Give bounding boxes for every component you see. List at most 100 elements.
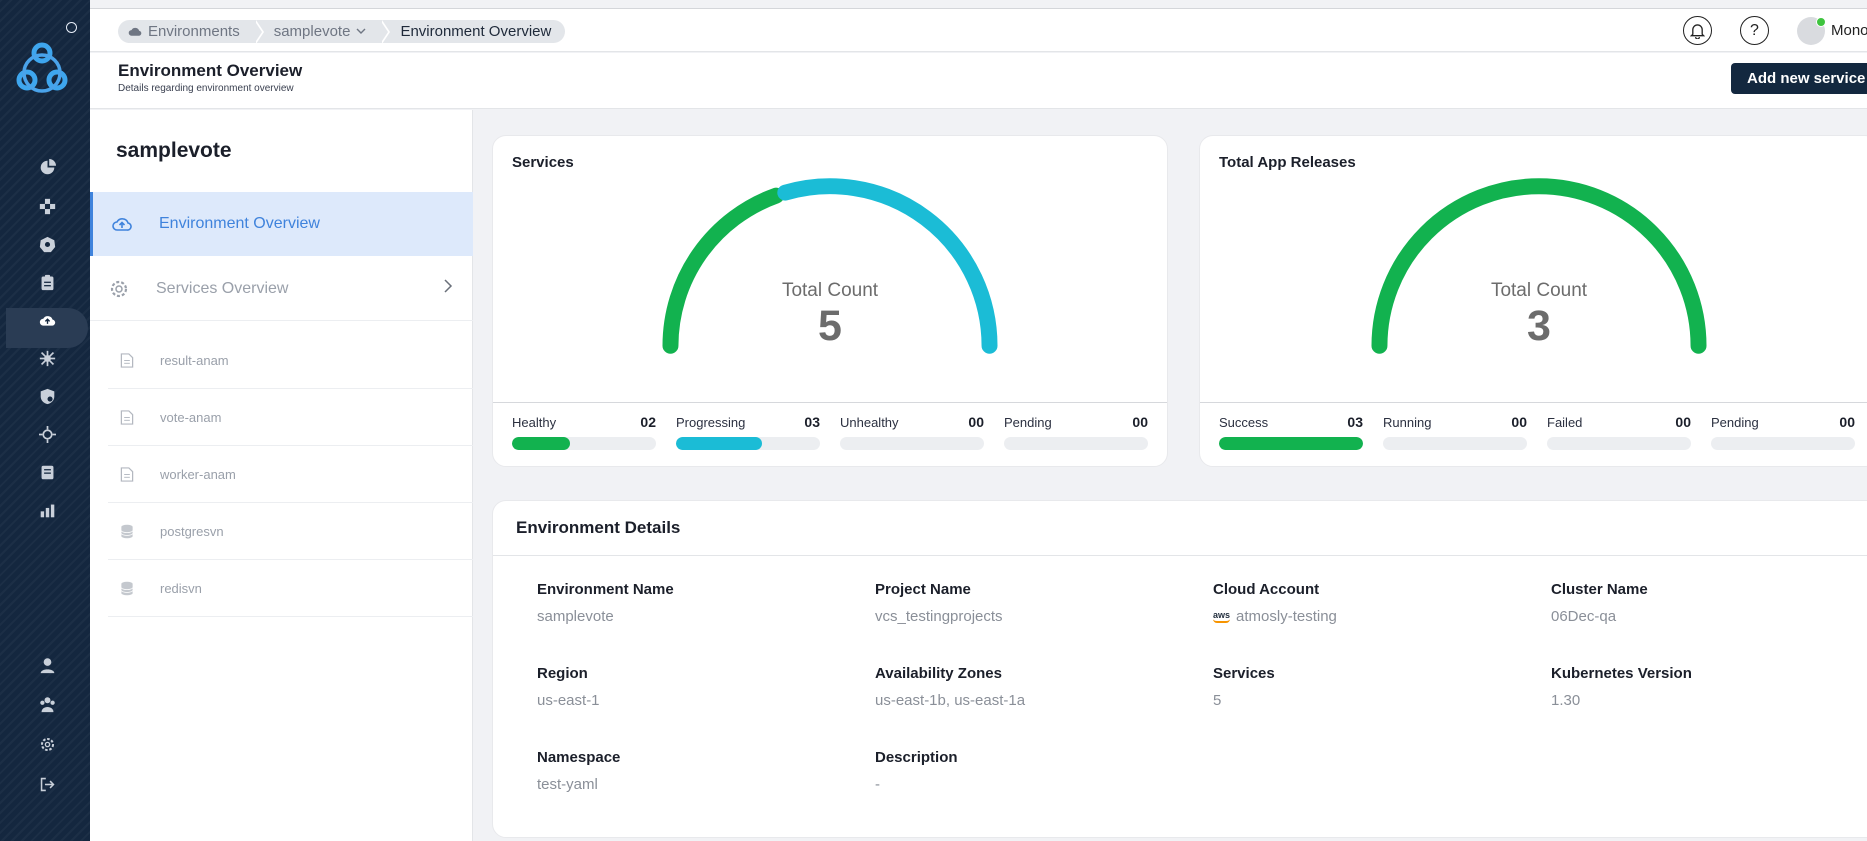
helm-icon[interactable] [36, 423, 58, 445]
field-value-text: test-yaml [537, 776, 598, 793]
service-list: result-anam vote-anam worker-anam postgr… [108, 332, 473, 617]
bell-icon [1690, 23, 1705, 39]
help-button[interactable]: ? [1740, 16, 1769, 45]
details-divider [493, 555, 1867, 556]
gauge-label: Total Count [1490, 280, 1588, 301]
field-namespace: Namespace test-yaml [537, 749, 857, 793]
cloud-upload-icon [112, 218, 132, 231]
cluster-network-icon[interactable] [36, 347, 58, 369]
page-title: Environment Overview [118, 61, 303, 80]
field-value-text: - [875, 776, 880, 793]
card-divider [493, 402, 1167, 403]
stat-value: 03 [804, 414, 820, 430]
environment-name: samplevote [116, 139, 232, 162]
settings-icon[interactable] [36, 733, 58, 755]
service-name: worker-anam [160, 466, 236, 482]
nav-environment-overview[interactable]: Environment Overview [90, 192, 473, 256]
analytics-icon[interactable] [36, 499, 58, 521]
gauge-segment [1371, 178, 1707, 354]
security-shield-icon[interactable] [36, 385, 58, 407]
cloud-icon [128, 27, 142, 36]
stat-success: Success 03 [1219, 414, 1363, 450]
field-value: 1.30 [1551, 692, 1867, 709]
field-value-text: us-east-1b, us-east-1a [875, 692, 1026, 709]
environment-details-card: Environment Details Environment Name sam… [492, 500, 1867, 838]
field-value: 06Dec-qa [1551, 608, 1867, 625]
user-icon[interactable] [36, 654, 58, 676]
page-header: Environment Overview Details regarding e… [90, 53, 1867, 109]
database-icon [121, 524, 133, 539]
breadcrumb-env-selector[interactable]: samplevote [254, 20, 391, 43]
field-cluster-name: Cluster Name 06Dec-qa [1551, 581, 1867, 625]
service-name: vote-anam [160, 409, 222, 425]
service-item-result-anam[interactable]: result-anam [108, 332, 473, 389]
chevron-right-icon [444, 279, 453, 293]
stat-label: Unhealthy [840, 414, 899, 430]
card-title: Total App Releases [1219, 154, 1356, 171]
top-actions: ? Mono [1683, 16, 1867, 45]
field-cloud-account: Cloud Account aws atmosly-testing [1213, 581, 1533, 625]
service-item-worker-anam[interactable]: worker-anam [108, 446, 473, 503]
database-icon [121, 581, 133, 596]
stat-bar [1004, 437, 1148, 450]
app-releases-card: Total App Releases Total Count 3 Success… [1199, 135, 1867, 467]
user-menu[interactable]: Mono [1797, 16, 1867, 45]
clipboard-icon[interactable] [36, 271, 58, 293]
nav-services-overview[interactable]: Services Overview [90, 257, 473, 321]
stat-label: Success [1219, 414, 1269, 430]
field-value-text: atmosly-testing [1236, 608, 1337, 625]
releases-gauge [1371, 178, 1707, 354]
stat-unhealthy: Unhealthy 00 [840, 414, 984, 450]
field-value: - [875, 776, 1195, 793]
app-logo-icon[interactable] [14, 40, 70, 100]
logout-icon[interactable] [36, 773, 58, 795]
stat-progressing: Progressing 03 [676, 414, 820, 450]
nav-label: Services Overview [156, 279, 289, 297]
notifications-button[interactable] [1683, 16, 1712, 45]
breadcrumb-environments[interactable]: Environments [118, 20, 264, 43]
field-value-text: vcs_testingprojects [875, 608, 1003, 625]
add-new-service-button[interactable]: Add new service [1731, 63, 1867, 94]
stat-value: 00 [1839, 414, 1855, 430]
avatar [1797, 16, 1826, 45]
details-title: Environment Details [516, 518, 681, 537]
stat-bar [1547, 437, 1691, 450]
environments-cloud-icon[interactable] [36, 309, 58, 331]
stat-value: 00 [1132, 414, 1148, 430]
docs-icon[interactable] [36, 461, 58, 483]
stat-bar-fill [512, 437, 570, 450]
file-icon [120, 353, 134, 368]
pipelines-icon[interactable] [36, 195, 58, 217]
stat-label: Pending [1004, 414, 1052, 430]
field-value: aws atmosly-testing [1213, 608, 1533, 625]
field-kubernetes-version: Kubernetes Version 1.30 [1551, 665, 1867, 709]
kubernetes-icon[interactable] [36, 233, 58, 255]
service-name: postgresvn [160, 523, 224, 539]
field-environment-name: Environment Name samplevote [537, 581, 857, 625]
field-value: 5 [1213, 692, 1533, 709]
nav-label: Environment Overview [159, 215, 320, 232]
stat-value: 00 [1511, 414, 1527, 430]
dashboard-pie-icon[interactable] [36, 156, 58, 178]
breadcrumb: Environments samplevote Environment Over… [118, 20, 566, 43]
card-title: Services [512, 154, 574, 171]
service-name: redisvn [160, 580, 202, 596]
stat-bar-fill [676, 437, 763, 450]
stat-bar [1383, 437, 1527, 450]
service-item-redisvn[interactable]: redisvn [108, 560, 473, 617]
service-item-vote-anam[interactable]: vote-anam [108, 389, 473, 446]
service-item-postgresvn[interactable]: postgresvn [108, 503, 473, 560]
field-label: Availability Zones [875, 665, 1002, 682]
stat-label: Pending [1711, 414, 1759, 430]
field-label: Kubernetes Version [1551, 665, 1692, 682]
team-icon[interactable] [36, 693, 58, 715]
stat-running: Running 00 [1383, 414, 1527, 450]
file-icon [120, 467, 134, 482]
field-value: samplevote [537, 608, 857, 625]
stat-value: 00 [1675, 414, 1691, 430]
field-label: Region [537, 665, 588, 682]
field-value-text: us-east-1 [537, 692, 600, 709]
field-services: Services 5 [1213, 665, 1533, 709]
field-description: Description - [875, 749, 1195, 793]
gauge-total: 5 [818, 302, 842, 350]
